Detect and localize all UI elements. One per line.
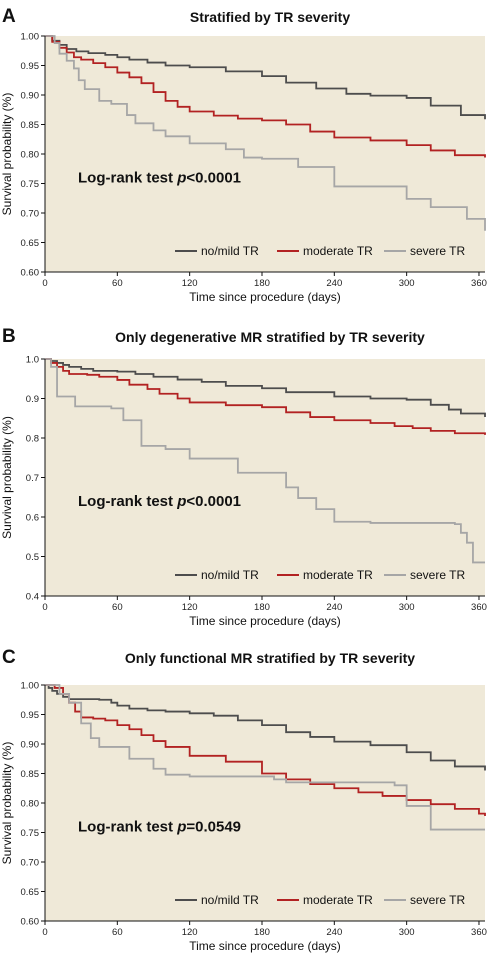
y-tick-label: 0.60 [21,917,40,928]
panel-letter: A [2,6,16,27]
log-rank-annotation: Log-rank test p<0.0001 [78,169,241,186]
y-tick-label: 0.5 [26,552,39,563]
x-tick-label: 60 [112,602,123,613]
x-tick-label: 240 [326,927,342,938]
y-tick-label: 0.95 [21,61,40,72]
log-rank-annotation: Log-rank test p=0.0549 [78,818,241,835]
annotation-p: p [176,493,186,510]
y-tick-label: 0.75 [21,828,40,839]
x-tick-label: 300 [399,278,415,289]
annotation-value: <0.0001 [186,169,241,186]
x-tick-label: 120 [182,602,198,613]
panel-a: A Stratified by TR severity 0.60 0.65 0.70 0.… [0,6,487,304]
x-tick-label: 0 [42,278,47,289]
y-tick-label: 1.0 [26,355,39,366]
y-tick-label: 0.8 [26,434,39,445]
panel-c: C Only functional MR stratified by TR sev… [0,647,487,953]
panel-letter: C [2,647,16,668]
series-line-severe-tr [45,35,486,231]
series-line-no-mild-tr [45,684,486,771]
annotation-text: Log-rank test [78,818,177,835]
y-tick-label: 1.00 [21,681,40,692]
x-tick-label: 180 [254,927,270,938]
x-tick-label: 60 [112,927,123,938]
y-tick-label: 0.70 [21,209,40,220]
y-tick-label: 0.90 [21,740,40,751]
y-tick-label: 0.95 [21,710,40,721]
y-axis-label: Survival probability (%) [0,742,14,865]
series-line-moderate-tr [45,358,486,435]
legend-label: no/mild TR [201,568,259,582]
x-axis-label: Time since procedure (days) [189,614,341,628]
x-tick-label: 360 [471,927,487,938]
legend-label: no/mild TR [201,244,259,258]
y-tick-label: 1.00 [21,32,40,43]
plot-background [45,36,485,272]
legend-label: severe TR [410,244,465,258]
y-axis-label: Survival probability (%) [0,416,14,539]
y-tick-label: 0.60 [21,268,40,279]
x-axis-label: Time since procedure (days) [189,290,341,304]
y-tick-label: 0.80 [21,150,40,161]
y-tick-label: 0.6 [26,513,39,524]
panel-letter: B [2,326,16,347]
x-tick-label: 180 [254,602,270,613]
panel-title: Only degenerative MR stratified by TR se… [115,329,425,345]
series-line-severe-tr [45,358,485,564]
series-line-severe-tr [45,684,485,831]
annotation-value: =0.0549 [186,818,241,835]
annotation-text: Log-rank test [78,169,177,186]
y-tick-label: 0.80 [21,799,40,810]
y-tick-label: 0.70 [21,858,40,869]
x-tick-label: 240 [326,602,342,613]
y-axis-label: Survival probability (%) [0,93,14,216]
y-tick-label: 0.75 [21,179,40,190]
y-tick-label: 0.90 [21,91,40,102]
log-rank-annotation: Log-rank test p<0.0001 [78,493,241,510]
panel-title: Stratified by TR severity [190,9,350,25]
annotation-text: Log-rank test [78,493,177,510]
y-tick-label: 0.9 [26,394,39,405]
x-tick-label: 60 [112,278,123,289]
plot-background [45,359,485,596]
panel-title: Only functional MR stratified by TR seve… [125,650,415,666]
y-tick-label: 0.85 [21,769,40,780]
series-line-moderate-tr [45,35,486,158]
x-axis-label: Time since procedure (days) [189,939,341,953]
y-tick-label: 0.4 [26,592,39,603]
y-tick-label: 0.65 [21,887,40,898]
y-tick-label: 0.65 [21,238,40,249]
series-line-no-mild-tr [45,35,486,120]
annotation-p: p [176,818,186,835]
x-tick-label: 360 [471,602,487,613]
annotation-value: <0.0001 [186,493,241,510]
x-tick-label: 300 [399,602,415,613]
y-tick-label: 0.7 [26,473,39,484]
x-tick-label: 300 [399,927,415,938]
x-tick-label: 120 [182,927,198,938]
x-tick-label: 240 [326,278,342,289]
legend-label: moderate TR [303,893,373,907]
x-tick-label: 120 [182,278,198,289]
annotation-p: p [176,169,186,186]
x-tick-label: 180 [254,278,270,289]
panel-b: B Only degenerative MR stratified by TR s… [0,326,487,628]
legend-label: severe TR [410,568,465,582]
y-tick-label: 0.85 [21,120,40,131]
x-tick-label: 0 [42,602,47,613]
legend-label: moderate TR [303,244,373,258]
series-line-no-mild-tr [45,358,486,418]
legend-label: no/mild TR [201,893,259,907]
x-tick-label: 360 [471,278,487,289]
x-tick-label: 0 [42,927,47,938]
legend-label: severe TR [410,893,465,907]
legend-label: moderate TR [303,568,373,582]
